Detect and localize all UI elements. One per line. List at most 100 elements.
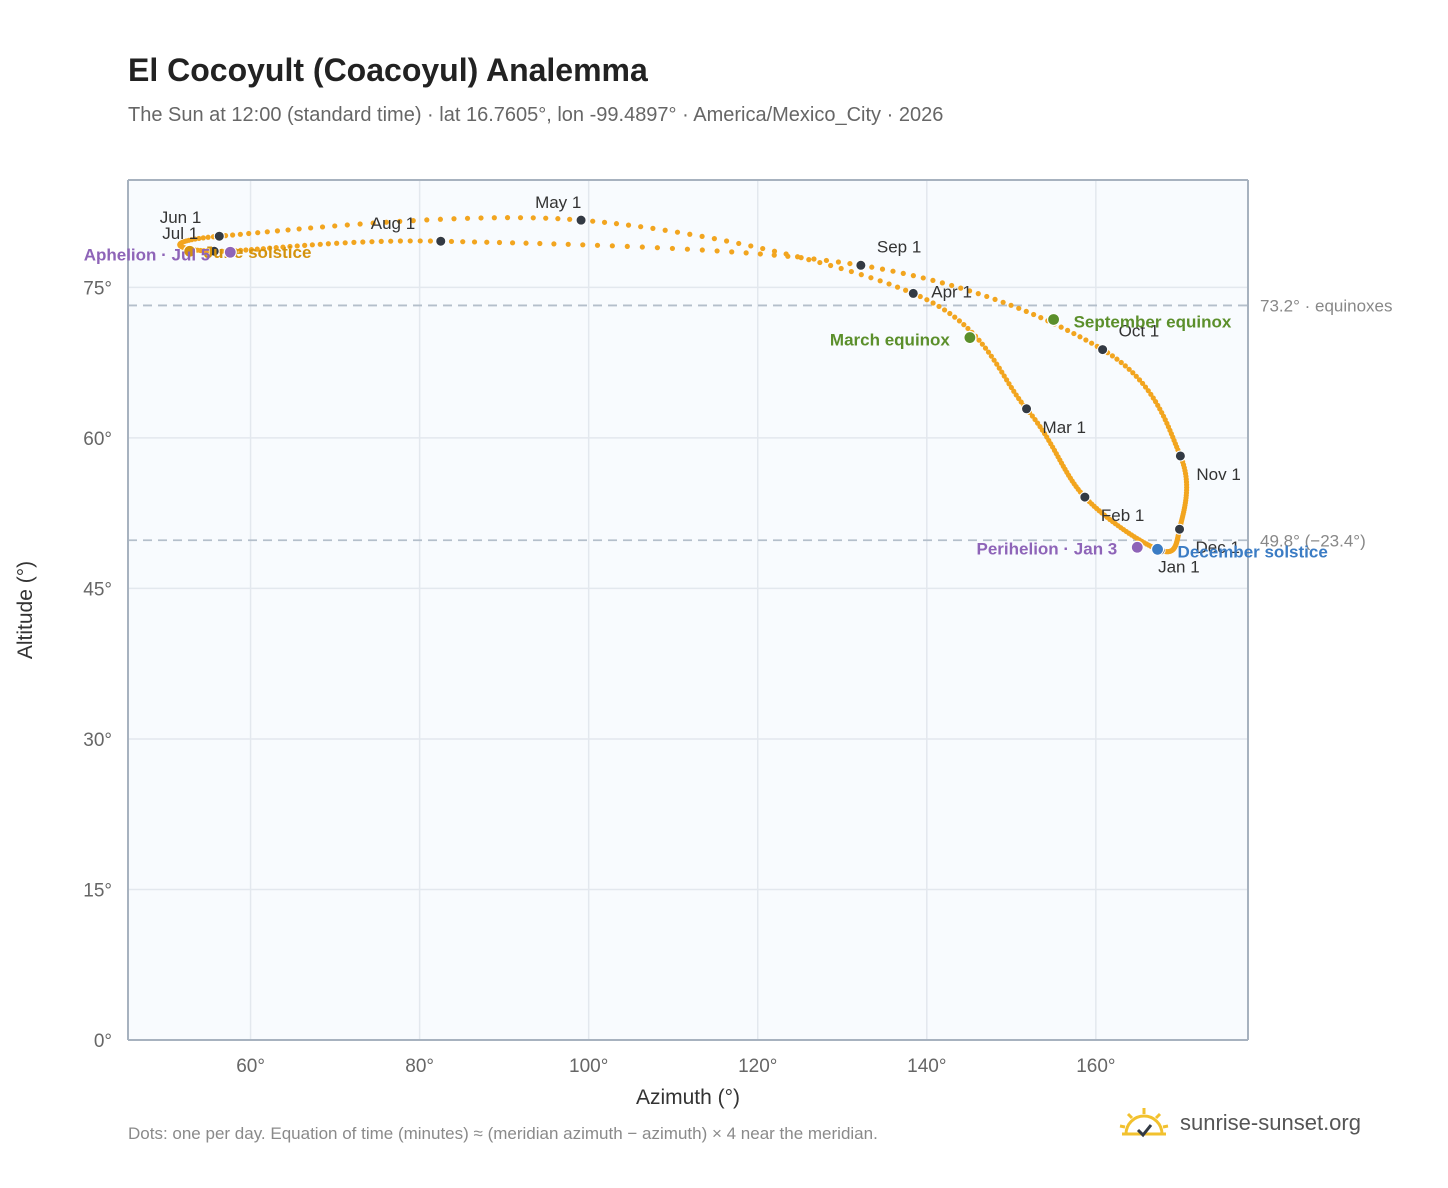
event-marker xyxy=(1046,312,1061,327)
daily-dot xyxy=(625,222,632,228)
daily-dot xyxy=(684,246,691,252)
daily-dot xyxy=(966,288,973,294)
daily-dot xyxy=(590,218,596,224)
daily-dot xyxy=(638,224,644,230)
daily-dot xyxy=(471,239,478,245)
daily-dot xyxy=(687,231,693,237)
daily-dot xyxy=(1031,311,1037,318)
daily-dot xyxy=(965,325,971,332)
daily-dot xyxy=(555,216,561,222)
daily-dot xyxy=(280,244,286,250)
daily-dot xyxy=(1000,299,1006,305)
daily-dot xyxy=(334,240,340,246)
daily-dot xyxy=(523,240,529,246)
daily-dot xyxy=(1013,392,1019,398)
event-label: Perihelion · Jan 3 xyxy=(977,539,1118,558)
month-label: Apr 1 xyxy=(931,282,972,301)
x-tick-label: 60° xyxy=(236,1056,265,1077)
daily-dot xyxy=(254,246,260,252)
daily-dot xyxy=(924,297,930,303)
daily-dot xyxy=(838,265,844,272)
daily-dot xyxy=(1118,359,1124,366)
daily-dot xyxy=(1077,334,1083,340)
month-marker xyxy=(907,287,919,299)
month-label: Jun 1 xyxy=(160,208,202,227)
month-marker xyxy=(575,214,587,226)
daily-dot xyxy=(302,242,308,248)
event-label: March equinox xyxy=(830,331,951,350)
daily-dot xyxy=(309,242,315,248)
daily-dot xyxy=(939,280,945,286)
daily-dot xyxy=(952,314,958,320)
month-marker xyxy=(1174,450,1186,462)
month-marker xyxy=(213,230,225,242)
daily-dot xyxy=(1142,384,1149,390)
daily-dot xyxy=(976,337,982,343)
month-marker xyxy=(855,259,867,271)
reference-line-label: 49.8° (−23.4°) xyxy=(1260,531,1366,550)
daily-dot xyxy=(460,239,466,245)
daily-dot xyxy=(267,245,273,251)
brand[interactable]: sunrise-sunset.org xyxy=(1118,1103,1361,1143)
daily-dot xyxy=(609,243,615,249)
daily-dot xyxy=(530,215,536,221)
daily-dot xyxy=(1130,370,1136,376)
daily-dot xyxy=(424,217,430,223)
daily-dot xyxy=(357,221,363,227)
daily-dot xyxy=(1089,340,1095,346)
daily-dot xyxy=(984,293,990,300)
daily-dot xyxy=(961,322,967,328)
daily-dot xyxy=(1122,363,1128,369)
daily-dot xyxy=(397,218,403,224)
daily-dot xyxy=(798,255,804,261)
daily-dot xyxy=(760,245,766,252)
daily-dot xyxy=(1114,356,1120,362)
month-marker xyxy=(1097,344,1109,356)
y-axis-label: Altitude (°) xyxy=(14,561,37,659)
event-marker xyxy=(183,244,197,258)
daily-dot xyxy=(994,361,1000,367)
sun-checkmark-icon xyxy=(1119,1108,1169,1138)
month-marker xyxy=(1174,523,1186,535)
footnote: Dots: one per day. Equation of time (min… xyxy=(128,1124,878,1143)
daily-dot xyxy=(1023,308,1029,314)
daily-dot xyxy=(823,257,830,264)
daily-dot xyxy=(248,246,255,253)
event-marker xyxy=(1130,540,1144,554)
daily-dot xyxy=(417,238,423,244)
daily-dot xyxy=(1140,380,1146,387)
daily-dot xyxy=(319,224,326,230)
daily-dot xyxy=(982,345,989,351)
daily-dot xyxy=(1016,305,1022,311)
daily-dot xyxy=(817,259,823,266)
daily-dot xyxy=(748,243,754,249)
month-label: Nov 1 xyxy=(1196,465,1240,484)
daily-dot xyxy=(639,244,645,250)
chart-title: El Cocoyult (Coacoyul) Analemma xyxy=(128,52,648,88)
daily-dot xyxy=(219,248,225,254)
daily-dot xyxy=(1148,391,1154,397)
daily-dot xyxy=(260,246,266,252)
daily-dot xyxy=(478,215,484,221)
daily-dot xyxy=(378,238,384,244)
y-tick-label: 45° xyxy=(83,579,112,600)
daily-dot xyxy=(910,273,916,279)
daily-dot xyxy=(196,235,202,242)
daily-dot xyxy=(246,230,252,237)
daily-dot xyxy=(1145,388,1151,394)
daily-dot xyxy=(601,219,608,225)
daily-dot xyxy=(991,357,997,363)
daily-dot xyxy=(255,230,261,236)
daily-dot xyxy=(903,287,909,293)
daily-dot xyxy=(1065,327,1071,333)
daily-dot xyxy=(517,215,524,221)
daily-dot xyxy=(654,245,660,251)
daily-dot xyxy=(317,241,323,247)
daily-dot xyxy=(949,282,955,289)
daily-dot xyxy=(484,239,490,245)
daily-dot xyxy=(383,219,389,225)
y-tick-label: 0° xyxy=(94,1031,112,1052)
daily-dot xyxy=(370,220,376,226)
x-tick-label: 80° xyxy=(405,1056,434,1077)
